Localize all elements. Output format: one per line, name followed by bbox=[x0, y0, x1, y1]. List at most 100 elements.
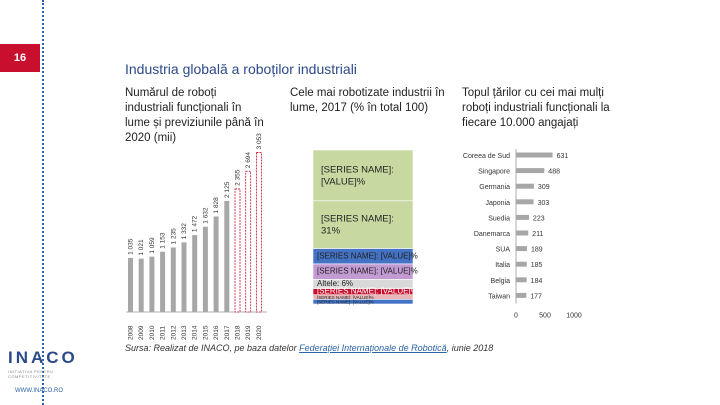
chart2-segment-name: [SERIES NAME]: bbox=[321, 164, 394, 175]
chart3-bar bbox=[516, 246, 527, 252]
chart1-bar bbox=[202, 226, 208, 312]
chart3-value-label: 177 bbox=[530, 293, 542, 300]
chart3-category-label: SUA bbox=[496, 247, 511, 254]
chart1-bar bbox=[138, 258, 144, 312]
chart1-bar bbox=[128, 257, 133, 312]
page-title: Industria globală a roboților industrial… bbox=[125, 61, 357, 77]
chart3-value-label: 211 bbox=[532, 231, 543, 238]
chart1-tick-label: 2009 bbox=[138, 325, 145, 340]
chart2-segment bbox=[312, 149, 414, 202]
chart2-segment-label: [SERIES NAME]: [VALUE]% bbox=[317, 300, 374, 305]
source-suffix: , iunie 2018 bbox=[446, 343, 494, 353]
chart2-segment-value: 31% bbox=[321, 226, 341, 237]
chart1-tick-label: 2016 bbox=[213, 325, 220, 340]
chart3-value-label: 631 bbox=[557, 153, 569, 160]
chart2-segment bbox=[312, 299, 414, 305]
chart3-category-label: Taiwan bbox=[488, 293, 510, 300]
chart1-title: Numărul de roboți industriali funcțional… bbox=[125, 87, 264, 144]
chart3-value-label: 488 bbox=[548, 169, 560, 176]
chart1-bar bbox=[255, 152, 262, 313]
chart3-category-label: Suedia bbox=[488, 215, 510, 222]
chart1-value-label: 2 125 bbox=[224, 181, 231, 198]
chart2-title: Cele mai robotizate industrii în lume, 2… bbox=[290, 87, 445, 114]
chart3-category-label: Germania bbox=[479, 184, 510, 191]
chart3-bar bbox=[516, 152, 553, 158]
chart3-bar bbox=[516, 277, 527, 283]
chart3-value-label: 309 bbox=[538, 184, 550, 191]
chart1-bar bbox=[181, 242, 187, 312]
chart2-segment-value: [VALUE]% bbox=[321, 176, 366, 187]
chart3-tick-label: 500 bbox=[539, 312, 551, 319]
chart1-value-label: 1 828 bbox=[213, 197, 220, 214]
chart1-bar bbox=[192, 235, 198, 312]
chart3-bar bbox=[516, 261, 527, 267]
chart3-bar bbox=[516, 199, 534, 205]
chart3-tick-label: 0 bbox=[514, 312, 518, 319]
chart3-category-label: Italia bbox=[495, 262, 510, 269]
chart3-category-label: Danemarca bbox=[474, 231, 510, 238]
chart1-tick-label: 2018 bbox=[235, 325, 242, 340]
chart3-category-label: Singapore bbox=[478, 169, 510, 176]
page-number-badge: 16 bbox=[0, 44, 40, 72]
chart1-tick-label: 2008 bbox=[128, 325, 135, 340]
chart1-tick-label: 2015 bbox=[202, 325, 209, 340]
source-note: Sursa: Realizat de INACO, pe baza datelo… bbox=[125, 343, 493, 353]
chart1-value-label: 1 235 bbox=[170, 228, 177, 245]
chart3-bar bbox=[516, 230, 529, 236]
chart1-value-label: 1 035 bbox=[128, 238, 135, 255]
chart1-value-label: 2 355 bbox=[235, 169, 242, 186]
chart1-value-label: 1 332 bbox=[181, 223, 188, 240]
chart1-value-label: 1 021 bbox=[138, 239, 145, 256]
chart3-title: Topul țărilor cu cei mai mulți roboți in… bbox=[462, 87, 610, 129]
chart3-category-label: Coreea de Sud bbox=[463, 153, 510, 160]
chart3-category-label: Japonia bbox=[485, 200, 510, 207]
chart1-tick-label: 2019 bbox=[245, 325, 252, 340]
chart1-tick-label: 2014 bbox=[192, 325, 199, 340]
chart1-value-label: 1 153 bbox=[160, 232, 167, 249]
chart3-value-label: 185 bbox=[531, 262, 543, 269]
logo-url: WWW.INACO.RO bbox=[15, 388, 63, 394]
chart1-tick-label: 2020 bbox=[256, 325, 263, 340]
chart3-bar bbox=[516, 168, 545, 174]
chart3-category-label: Belgia bbox=[491, 278, 511, 285]
source-prefix: Sursa: Realizat de INACO, pe baza datelo… bbox=[125, 343, 300, 353]
chart1-bar bbox=[170, 247, 176, 312]
chart1-value-label: 1 472 bbox=[192, 215, 199, 232]
chart1-tick-label: 2010 bbox=[149, 325, 156, 340]
chart2-segment-label: [SERIES NAME]: [VALUE]% bbox=[317, 287, 418, 296]
chart2-segment-label: [SERIES NAME]: [VALUE]% bbox=[317, 267, 418, 276]
chart3-value-label: 189 bbox=[531, 247, 543, 254]
logo-tagline: INITIATIVA PENTRU COMPETITIVITATE bbox=[8, 369, 54, 379]
chart2-segment-label: [SERIES NAME]: [VALUE]% bbox=[317, 251, 418, 260]
chart3-bar bbox=[516, 214, 529, 220]
chart1-value-label: 3 053 bbox=[256, 133, 263, 150]
chart1-bar bbox=[213, 216, 219, 312]
chart1-value-label: 1 059 bbox=[149, 237, 156, 254]
chart1-bar bbox=[160, 251, 166, 312]
chart1-bar bbox=[245, 170, 252, 313]
chart3-tick-label: 1000 bbox=[566, 312, 582, 319]
chart2-segment-label: [SERIES NAME]: [VALUE]% bbox=[317, 295, 374, 300]
chart1-tick-label: 2011 bbox=[160, 326, 167, 340]
chart2-segment-label: Altele: 6% bbox=[317, 279, 353, 288]
chart3-value-label: 303 bbox=[538, 200, 550, 207]
inaco-logo: INACO INITIATIVA PENTRU COMPETITIVITATE bbox=[8, 348, 78, 379]
chart1-bar bbox=[234, 188, 241, 313]
chart1-value-label: 1 632 bbox=[202, 207, 209, 224]
chart1-value-label: 2 694 bbox=[245, 152, 252, 169]
chart1-bar bbox=[149, 256, 155, 312]
chart3-bar bbox=[516, 183, 534, 189]
chart3-value-label: 223 bbox=[533, 215, 545, 222]
chart3-bar bbox=[516, 292, 527, 298]
chart1-tick-label: 2012 bbox=[170, 325, 177, 340]
chart3-value-label: 184 bbox=[531, 278, 543, 285]
source-link[interactable]: Federației Internaționale de Robotică bbox=[299, 343, 447, 353]
chart1-tick-label: 2017 bbox=[224, 325, 231, 340]
chart1-bar bbox=[224, 200, 230, 312]
logo-name: INACO bbox=[8, 348, 78, 367]
decorative-dotted-line bbox=[42, 0, 44, 405]
chart2-segment-name: [SERIES NAME]: bbox=[321, 214, 394, 225]
